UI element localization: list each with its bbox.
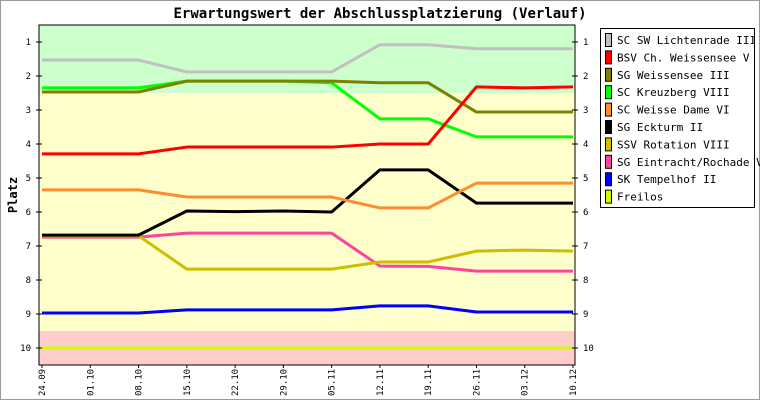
legend-label: SG Eckturm II — [617, 121, 703, 134]
series-line — [42, 43, 573, 74]
series-line — [42, 85, 574, 156]
x-tick-label: 22.10 — [231, 369, 241, 396]
y-tick-label-right: 6 — [583, 208, 588, 218]
series-line — [42, 168, 573, 237]
x-tick-label: 08.10 — [135, 369, 145, 396]
x-tick-label: 03.12 — [521, 369, 531, 396]
x-tick-label: 05.11 — [328, 369, 338, 396]
y-tick-label-right: 2 — [583, 72, 588, 82]
legend-label: Freilos — [617, 191, 663, 204]
y-tick-label-right: 8 — [583, 276, 588, 286]
plot-frame — [38, 24, 576, 366]
y-tick-label-right: 3 — [583, 106, 588, 116]
y-tick-label: 5 — [26, 174, 31, 184]
x-tick-label: 12.11 — [376, 369, 386, 396]
legend-swatch — [605, 120, 612, 134]
legend-label: SC SW Lichtenrade III — [617, 34, 756, 47]
legend-swatch — [605, 85, 612, 100]
x-tick-label: 29.10 — [279, 369, 289, 396]
y-tick-label: 2 — [26, 72, 31, 82]
legend-swatch — [605, 33, 612, 47]
legend-swatch — [605, 172, 612, 187]
legend-swatch — [605, 137, 612, 152]
y-tick-label-right: 1 — [583, 38, 588, 48]
legend-label: SC Weisse Dame VI — [617, 104, 730, 117]
legend-box — [600, 28, 755, 208]
y-tick-label-right: 5 — [583, 174, 588, 184]
x-tick-label: 19.11 — [424, 369, 434, 396]
series-line — [42, 304, 573, 315]
y-tick-label: 7 — [26, 242, 31, 252]
y-tick-label: 3 — [26, 106, 31, 116]
y-tick-label: 8 — [26, 276, 31, 286]
legend-label: SG Eintracht/Rochade V — [617, 156, 760, 169]
legend-swatch — [605, 189, 612, 204]
x-tick-label: 01.10 — [86, 369, 96, 396]
y-tick-label: 9 — [26, 310, 31, 320]
x-tick-label: 24.09 — [38, 369, 48, 396]
y-axis-label: Platz — [6, 177, 20, 213]
y-tick-label-right: 10 — [583, 344, 594, 354]
legend-label: SK Tempelhof II — [617, 173, 716, 186]
chart-title: Erwartungswert der Abschlussplatzierung … — [173, 6, 586, 22]
legend-swatch — [605, 154, 612, 169]
y-tick-label: 6 — [26, 208, 31, 218]
x-tick-label: 15.10 — [183, 369, 193, 396]
legend-swatch — [605, 50, 612, 65]
y-tick-label: 10 — [20, 344, 31, 354]
legend-swatch — [605, 102, 612, 117]
x-tick-label: 26.11 — [472, 369, 482, 396]
series-line — [42, 79, 573, 114]
series-line — [42, 181, 573, 210]
y-tick-label: 4 — [26, 140, 31, 150]
y-tick-label: 1 — [26, 38, 31, 48]
legend-label: SSV Rotation VIII — [617, 138, 730, 151]
legend-label: SG Weissensee III — [617, 69, 730, 82]
y-tick-label-right: 4 — [583, 140, 588, 150]
legend-label: SC Kreuzberg VIII — [617, 86, 730, 99]
y-tick-label-right: 7 — [583, 242, 588, 252]
y-tick-label-right: 9 — [583, 310, 588, 320]
legend-label: BSV Ch. Weissensee V — [617, 51, 750, 64]
x-tick-label: 10.12 — [569, 369, 579, 396]
legend-swatch — [605, 67, 612, 82]
